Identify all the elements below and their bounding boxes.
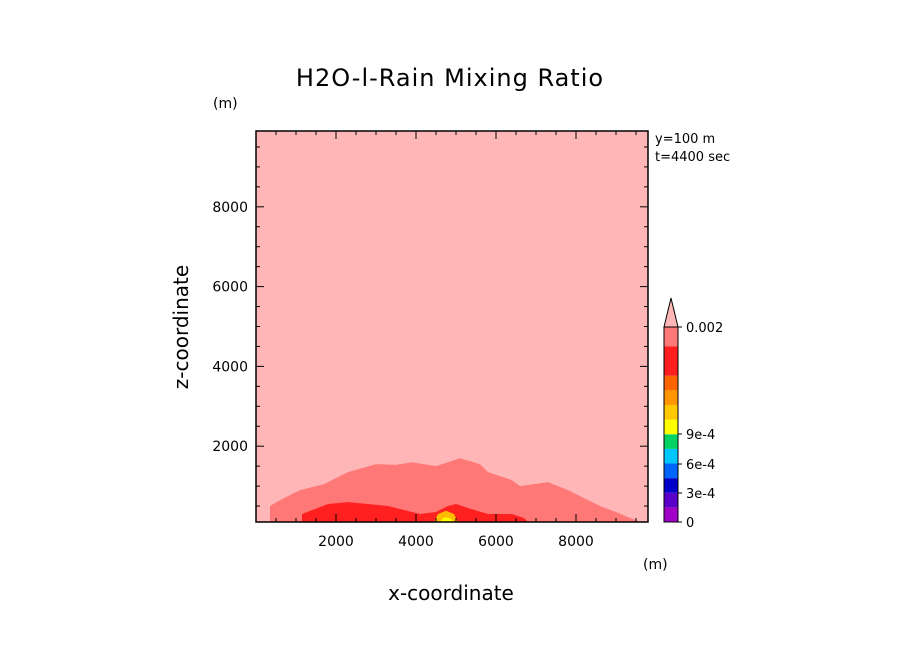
axes: 2000 4000 6000 8000 2000 4000 6000 8000 [212,130,649,550]
x-tick-label: 6000 [478,534,514,550]
contour-region-2 [302,502,528,522]
colorbar-band-11 [664,346,678,376]
colorbar-label: 0 [686,516,694,531]
colorbar-band-3 [664,478,678,493]
colorbar-label: 3e-4 [686,487,715,502]
y-tick-label: 8000 [212,200,248,216]
contour-region-4 [440,517,454,522]
colorbar-band-12 [664,327,678,347]
colorbar-extend-arrow [663,297,679,328]
field-background [256,131,648,522]
colorbar-band-10 [664,375,678,391]
colorbar-label: 6e-4 [686,458,715,473]
colorbar-band-1 [664,507,678,522]
contour-region-3 [434,510,458,522]
y-tick-label: 2000 [212,439,248,455]
colorbar-band-7 [664,419,678,435]
y-axis-title: z-coordinate [169,265,193,389]
colorbar-label: 0.002 [686,321,723,336]
x-axis-unit: (m) [643,557,668,573]
info-line-y: y=100 m [655,132,715,147]
colorbar-band-8 [664,405,678,420]
colorbar-band-6 [664,434,678,449]
x-tick-label: 2000 [318,534,354,550]
x-tick-label: 8000 [558,534,594,550]
colorbar-label: 9e-4 [686,428,715,443]
y-tick-label: 6000 [212,280,248,296]
colorbar-band-2 [664,492,678,508]
plot-area [256,131,648,522]
y-tick-label: 4000 [212,359,248,375]
info-line-t: t=4400 sec [655,150,730,165]
colorbar-frame [663,326,679,523]
colorbar: 0 3e-4 6e-4 9e-4 0.002 [663,297,723,531]
chart-title: H2O-l-Rain Mixing Ratio [296,64,604,92]
y-axis-unit: (m) [213,96,238,112]
colorbar-band-9 [664,390,678,405]
colorbar-band-5 [664,448,678,464]
colorbar-band-4 [664,463,678,479]
x-axis-title: x-coordinate [388,581,514,605]
x-tick-label: 4000 [398,534,434,550]
